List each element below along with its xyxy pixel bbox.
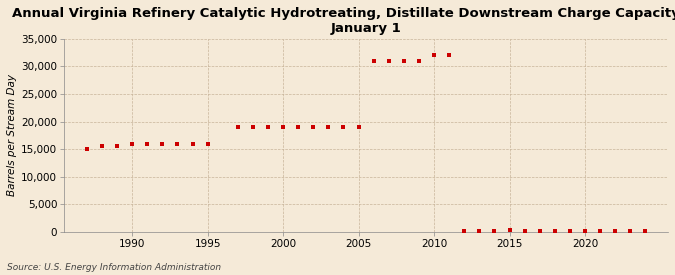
Point	[82, 147, 92, 151]
Point	[474, 229, 485, 233]
Point	[353, 125, 364, 129]
Point	[383, 59, 394, 63]
Point	[293, 125, 304, 129]
Point	[157, 141, 167, 146]
Point	[127, 141, 138, 146]
Point	[97, 144, 107, 148]
Point	[323, 125, 333, 129]
Point	[519, 229, 530, 233]
Text: Source: U.S. Energy Information Administration: Source: U.S. Energy Information Administ…	[7, 263, 221, 272]
Point	[535, 229, 545, 233]
Point	[504, 227, 515, 232]
Point	[202, 141, 213, 146]
Point	[429, 53, 439, 58]
Point	[187, 141, 198, 146]
Point	[489, 229, 500, 233]
Point	[443, 53, 454, 58]
Y-axis label: Barrels per Stream Day: Barrels per Stream Day	[7, 74, 17, 196]
Point	[564, 229, 575, 233]
Point	[248, 125, 259, 129]
Point	[398, 59, 409, 63]
Point	[610, 229, 620, 233]
Point	[625, 229, 636, 233]
Point	[308, 125, 319, 129]
Point	[459, 229, 470, 233]
Title: Annual Virginia Refinery Catalytic Hydrotreating, Distillate Downstream Charge C: Annual Virginia Refinery Catalytic Hydro…	[11, 7, 675, 35]
Point	[232, 125, 243, 129]
Point	[640, 229, 651, 233]
Point	[142, 141, 153, 146]
Point	[172, 141, 183, 146]
Point	[263, 125, 273, 129]
Point	[369, 59, 379, 63]
Point	[595, 229, 605, 233]
Point	[111, 144, 122, 148]
Point	[549, 229, 560, 233]
Point	[414, 59, 425, 63]
Point	[580, 229, 591, 233]
Point	[277, 125, 288, 129]
Point	[338, 125, 349, 129]
